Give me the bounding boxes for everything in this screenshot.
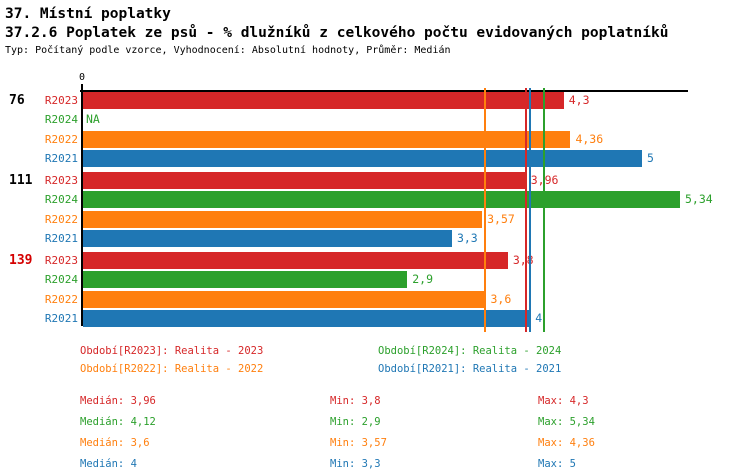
bar-139-R2024: [83, 271, 408, 289]
x-axis-line: [80, 90, 688, 92]
row-label-139-R2024: R2024: [44, 273, 78, 287]
stat-max-r2023: Max: 4,3: [538, 395, 589, 407]
value-label-139-R2024: 2,9: [412, 272, 433, 287]
value-label-111-R2021: 3,3: [456, 230, 478, 245]
page-title: 37. Místní poplatky: [5, 6, 171, 22]
row-label-139-R2023: R2023: [44, 254, 78, 267]
legend-item-r2023: Období[R2023]: Realita - 2023: [80, 345, 264, 357]
bar-76-R2023: [83, 92, 564, 109]
bar-111-R2022: [83, 210, 483, 228]
legend-item-r2022: Období[R2022]: Realita - 2022: [80, 363, 264, 375]
row-label-139-R2022: R2022: [44, 292, 78, 306]
stat-min-r2021: Min: 3,3: [330, 458, 381, 470]
row-label-76-R2024: R2024: [44, 113, 78, 127]
bar-76-R2022: [83, 130, 571, 148]
row-label-139-R2021: R2021: [44, 311, 78, 325]
group-label-111: 111: [9, 173, 33, 188]
row-label-76-R2023: R2023: [44, 94, 78, 107]
y-axis-spine: [81, 90, 83, 326]
bar-111-R2024: [83, 191, 680, 209]
median-line-R2022: [484, 88, 487, 332]
group-label-76: 76: [9, 93, 25, 108]
value-label-111-R2024: 5,34: [685, 192, 713, 207]
legend-item-r2021: Období[R2021]: Realita - 2021: [378, 363, 562, 375]
row-label-111-R2022: R2022: [44, 212, 78, 226]
stat-min-r2022: Min: 3,57: [330, 437, 387, 449]
row-label-76-R2022: R2022: [44, 132, 78, 146]
stat-median-r2023: Medián: 3,96: [80, 395, 156, 407]
median-line-R2021: [529, 88, 532, 332]
legend-item-r2024: Období[R2024]: Realita - 2024: [378, 345, 562, 357]
chart-title: 37.2.6 Poplatek ze psů - % dlužníků z ce…: [5, 25, 669, 41]
median-line-R2024: [542, 88, 545, 332]
value-label-139-R2023: 3,8: [512, 253, 534, 267]
row-label-111-R2021: R2021: [44, 231, 78, 245]
group-label-139: 139: [9, 253, 33, 268]
chart-subtitle: Typ: Počítaný podle vzorce, Vyhodnocení:…: [5, 45, 451, 56]
stat-min-r2024: Min: 2,9: [330, 416, 381, 428]
value-label-111-R2022: 3,57: [487, 211, 515, 226]
value-label-76-R2022: 4,36: [575, 131, 604, 146]
bar-139-R2023: [83, 252, 508, 269]
x-axis-zero-label: 0: [78, 72, 86, 83]
stat-median-r2022: Medián: 3,6: [80, 437, 150, 449]
na-label-76-R2024: NA: [86, 112, 100, 127]
stat-median-r2021: Medián: 4: [80, 458, 137, 470]
x-axis-zero-tick: [81, 84, 83, 93]
value-label-139-R2021: 4: [535, 310, 543, 325]
row-label-76-R2021: R2021: [44, 151, 78, 165]
bar-111-R2023: [83, 172, 526, 189]
stat-max-r2022: Max: 4,36: [538, 437, 595, 449]
row-label-111-R2024: R2024: [44, 193, 78, 207]
value-label-139-R2022: 3,6: [490, 291, 512, 306]
median-line-R2023: [524, 88, 527, 332]
bar-111-R2021: [83, 229, 452, 247]
value-label-76-R2021: 5: [647, 150, 654, 165]
bar-139-R2021: [83, 309, 531, 327]
row-label-111-R2023: R2023: [44, 174, 78, 187]
stat-max-r2024: Max: 5,34: [538, 416, 595, 428]
bar-76-R2021: [83, 149, 642, 167]
stat-median-r2024: Medián: 4,12: [80, 416, 156, 428]
value-label-76-R2023: 4,3: [568, 93, 590, 107]
bar-139-R2022: [83, 290, 486, 308]
stat-min-r2023: Min: 3,8: [330, 395, 381, 407]
stat-max-r2021: Max: 5: [538, 458, 576, 470]
